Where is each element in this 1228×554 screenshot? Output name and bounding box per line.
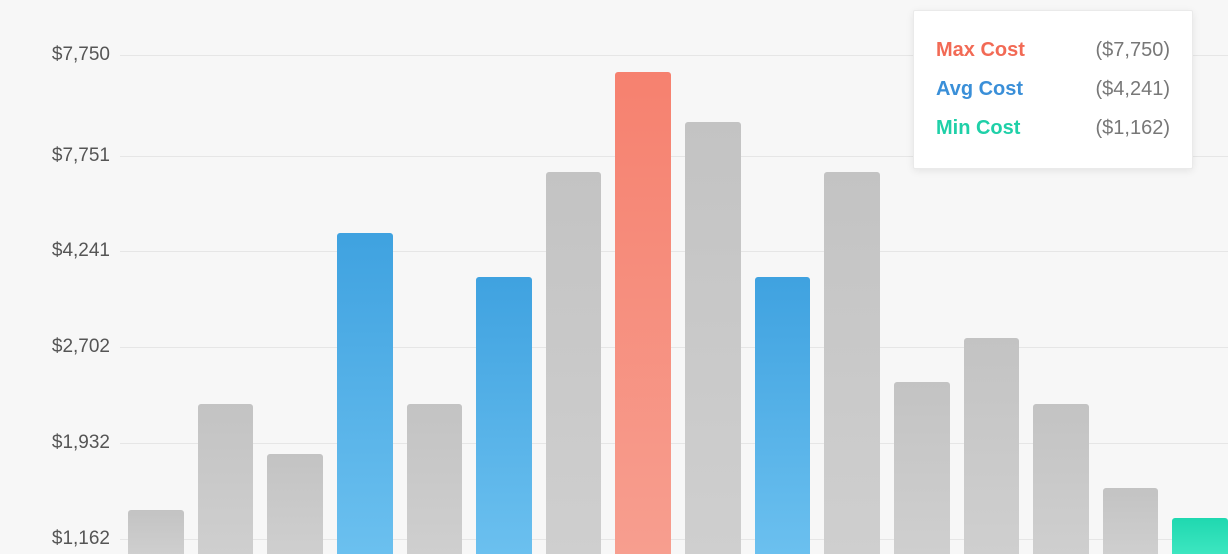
bar-3 <box>337 233 393 554</box>
legend-label-max: Max Cost <box>936 39 1025 62</box>
y-label-2: $4,241 <box>52 240 110 262</box>
bar-12 <box>964 338 1020 554</box>
legend-label-min: Min Cost <box>936 117 1020 140</box>
bar-6 <box>546 172 602 554</box>
y-label-4: $1,932 <box>52 432 110 454</box>
y-label-5: $1,162 <box>52 528 110 550</box>
legend-box: Max Cost ($7,750) Avg Cost ($4,241) Min … <box>913 10 1193 169</box>
y-label-0: $7,750 <box>52 44 110 66</box>
legend-row-max: Max Cost ($7,750) <box>936 31 1170 70</box>
bar-9 <box>755 277 811 554</box>
bar-2 <box>267 454 323 554</box>
legend-value-max: ($7,750) <box>1096 39 1171 62</box>
cost-chart: $7,750 $7,751 $4,241 $2,702 $1,932 $1,16… <box>0 0 1228 554</box>
legend-label-avg: Avg Cost <box>936 78 1023 101</box>
bar-10 <box>824 172 880 554</box>
y-label-3: $2,702 <box>52 336 110 358</box>
bar-5 <box>476 277 532 554</box>
bar-1 <box>198 404 254 554</box>
bar-15 <box>1172 518 1228 554</box>
y-axis: $7,750 $7,751 $4,241 $2,702 $1,932 $1,16… <box>0 0 120 554</box>
bar-13 <box>1033 404 1089 554</box>
legend-value-avg: ($4,241) <box>1096 78 1171 101</box>
bar-7 <box>615 72 671 554</box>
y-label-1: $7,751 <box>52 145 110 167</box>
legend-value-min: ($1,162) <box>1096 117 1171 140</box>
bar-11 <box>894 382 950 554</box>
bar-14 <box>1103 488 1159 554</box>
bar-0 <box>128 510 184 554</box>
bar-8 <box>685 122 741 554</box>
bar-4 <box>407 404 463 554</box>
legend-row-avg: Avg Cost ($4,241) <box>936 70 1170 109</box>
legend-row-min: Min Cost ($1,162) <box>936 109 1170 148</box>
